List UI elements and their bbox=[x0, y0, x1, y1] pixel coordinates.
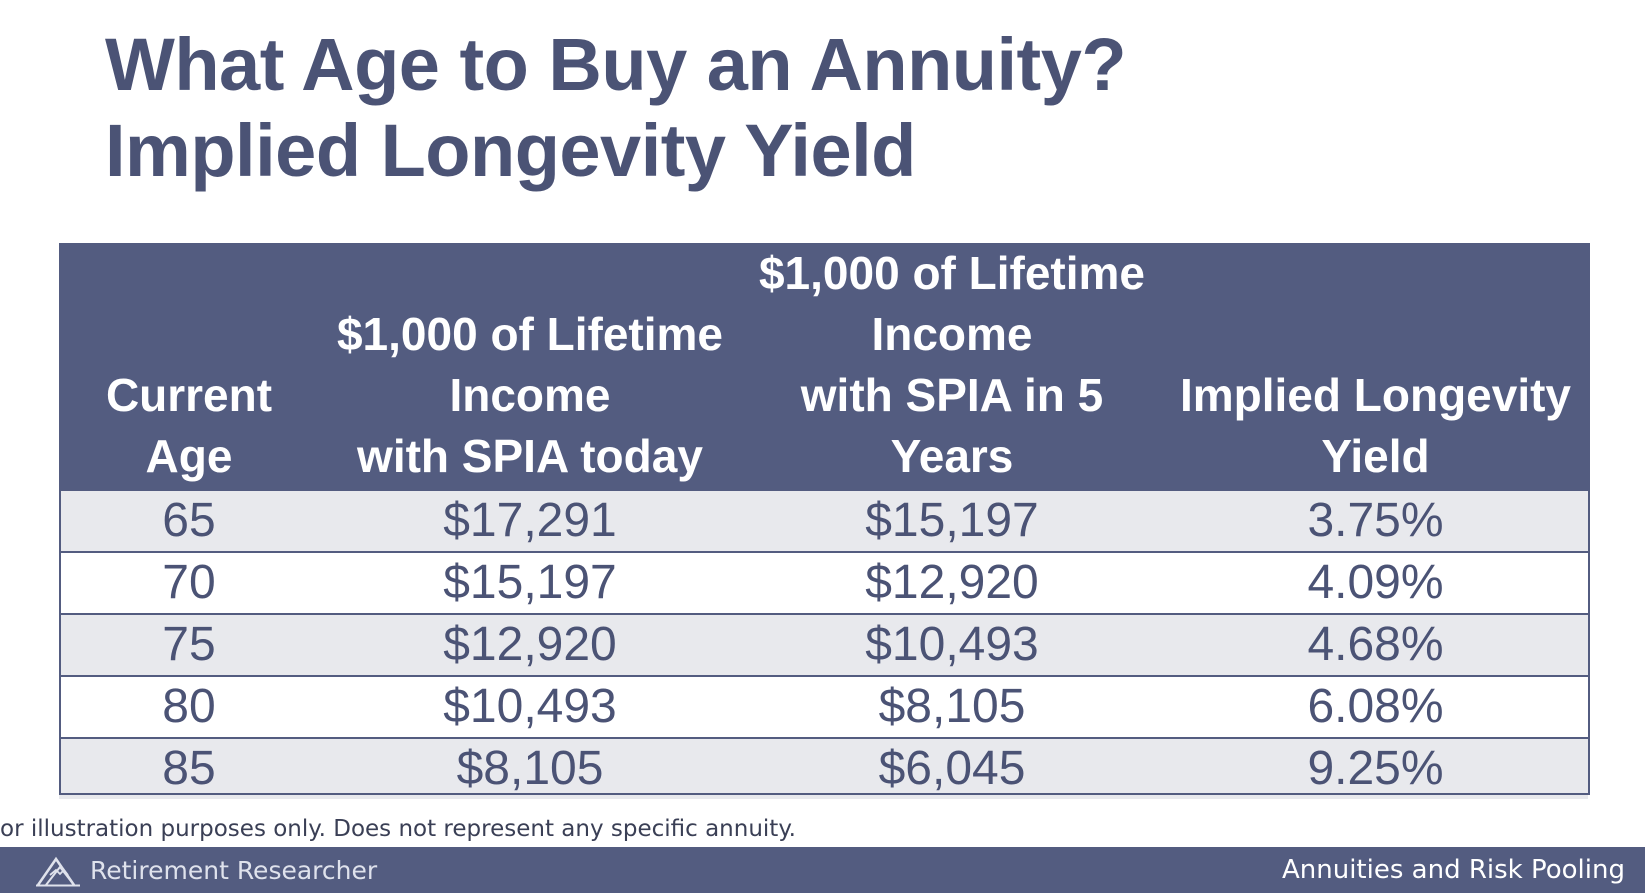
table-row: 80 $10,493 $8,105 6.08% bbox=[59, 675, 1588, 738]
cell-age: 70 bbox=[59, 551, 319, 614]
footer-bar: Retirement Researcher Annuities and Risk… bbox=[0, 847, 1645, 893]
footer-logo: Retirement Researcher bbox=[36, 855, 377, 887]
brand-name: Retirement Researcher bbox=[90, 856, 378, 885]
cell-income-today: $15,197 bbox=[319, 551, 741, 614]
cell-age: 65 bbox=[59, 489, 319, 552]
annuity-age-table: Current Age $1,000 of Lifetime Income wi… bbox=[59, 243, 1588, 799]
cell-income-today: $17,291 bbox=[319, 489, 741, 552]
header-implied-longevity-yield: Implied Longevity Yield bbox=[1163, 243, 1588, 490]
table-row: 85 $8,105 $6,045 9.25% bbox=[59, 737, 1588, 799]
mountain-logo-icon bbox=[36, 856, 80, 887]
slide-title-line-2: Implied Longevity Yield bbox=[105, 109, 916, 192]
table-body: 65 $17,291 $15,197 3.75% 70 $15,197 $12,… bbox=[59, 489, 1588, 799]
section-name: Annuities and Risk Pooling bbox=[1281, 855, 1625, 885]
table-row: 75 $12,920 $10,493 4.68% bbox=[59, 613, 1588, 676]
slide-title-line-1: What Age to Buy an Annuity? bbox=[105, 23, 1127, 106]
table-header-row: Current Age $1,000 of Lifetime Income wi… bbox=[59, 243, 1588, 490]
table-row: 65 $17,291 $15,197 3.75% bbox=[59, 489, 1588, 552]
cell-age: 75 bbox=[59, 613, 319, 676]
cell-income-today: $10,493 bbox=[319, 675, 741, 738]
header-income-today: $1,000 of Lifetime Income with SPIA toda… bbox=[319, 243, 741, 490]
disclaimer-text: or illustration purposes only. Does not … bbox=[0, 816, 796, 842]
cell-income-in-5-years: $10,493 bbox=[741, 613, 1163, 676]
header-income-in-5-years: $1,000 of Lifetime Income with SPIA in 5… bbox=[741, 243, 1163, 490]
cell-income-in-5-years: $15,197 bbox=[741, 489, 1163, 552]
slide-title: What Age to Buy an Annuity? Implied Long… bbox=[105, 22, 1127, 194]
header-current-age: Current Age bbox=[59, 243, 319, 490]
cell-income-in-5-years: $12,920 bbox=[741, 551, 1163, 614]
cell-income-in-5-years: $8,105 bbox=[741, 675, 1163, 738]
cell-age: 85 bbox=[59, 737, 319, 799]
cell-yield: 9.25% bbox=[1163, 737, 1588, 799]
cell-income-today: $8,105 bbox=[319, 737, 741, 799]
cell-yield: 3.75% bbox=[1163, 489, 1588, 552]
cell-income-in-5-years: $6,045 bbox=[741, 737, 1163, 799]
cell-age: 80 bbox=[59, 675, 319, 738]
table-header: Current Age $1,000 of Lifetime Income wi… bbox=[59, 243, 1588, 490]
cell-yield: 6.08% bbox=[1163, 675, 1588, 738]
cell-income-today: $12,920 bbox=[319, 613, 741, 676]
cell-yield: 4.09% bbox=[1163, 551, 1588, 614]
cell-yield: 4.68% bbox=[1163, 613, 1588, 676]
table-row: 70 $15,197 $12,920 4.09% bbox=[59, 551, 1588, 614]
